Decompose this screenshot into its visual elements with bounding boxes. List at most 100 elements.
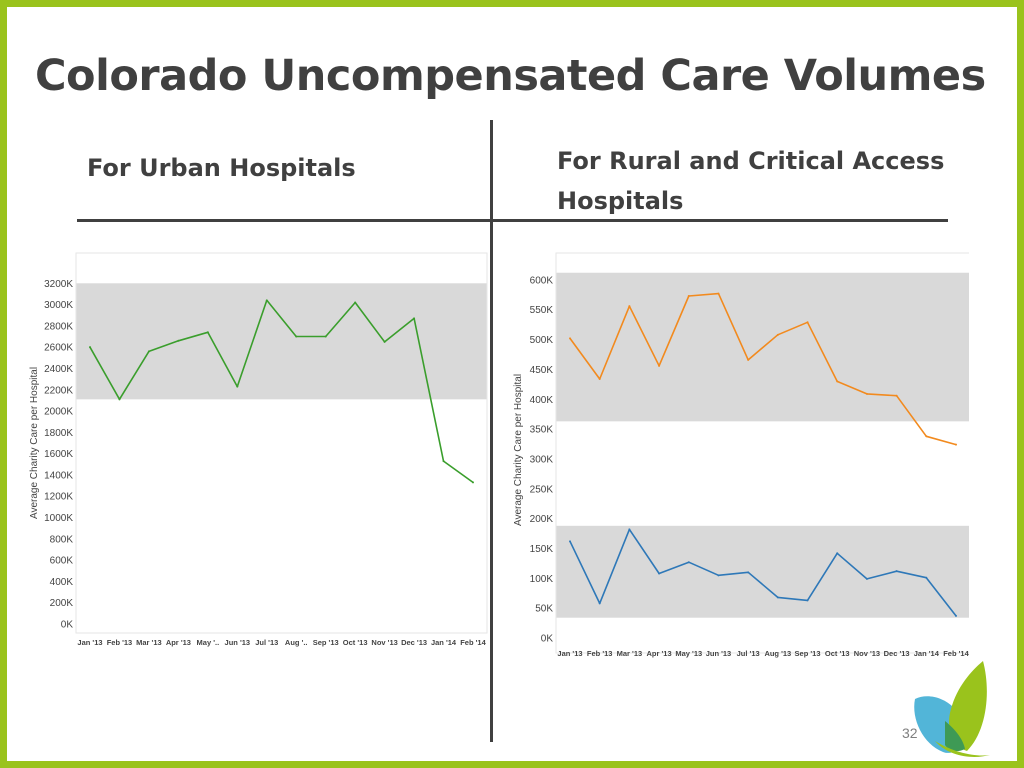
data-point — [806, 321, 809, 324]
x-tick-label: Jan '13 — [77, 638, 102, 647]
y-tick-label: 1800K — [44, 428, 73, 439]
data-point — [836, 552, 839, 555]
data-point — [687, 295, 690, 298]
x-tick-label: Jan '13 — [557, 649, 582, 658]
y-tick-label: 3200K — [44, 279, 73, 290]
x-tick-label: Sep '13 — [795, 649, 821, 658]
y-tick-label: 1200K — [44, 492, 73, 503]
x-tick-label: Nov '13 — [371, 638, 397, 647]
y-tick-label: 100K — [530, 574, 554, 585]
data-point — [955, 443, 957, 446]
x-tick-label: Oct '13 — [343, 638, 368, 647]
data-point — [925, 576, 928, 579]
reference-band — [76, 283, 487, 400]
y-tick-label: 1000K — [44, 513, 73, 524]
y-tick-label: 2400K — [44, 364, 73, 375]
y-tick-label: 1600K — [44, 449, 73, 460]
y-tick-label: 300K — [530, 454, 554, 465]
data-point — [776, 596, 779, 599]
series-line — [569, 528, 957, 617]
y-tick-label: 50K — [535, 604, 553, 615]
y-tick-label: 1400K — [44, 470, 73, 481]
y-tick-label: 200K — [50, 598, 74, 609]
data-point — [147, 350, 150, 353]
data-point — [206, 331, 209, 334]
data-point — [747, 571, 750, 574]
x-tick-label: Feb '13 — [587, 649, 613, 658]
y-tick-label: 2200K — [44, 385, 73, 396]
data-point — [472, 481, 474, 484]
y-tick-label: 400K — [50, 577, 74, 588]
data-point — [177, 339, 180, 342]
data-point — [658, 364, 661, 367]
x-tick-label: Jan '14 — [431, 638, 457, 647]
urban-heading: For Urban Hospitals — [87, 154, 356, 182]
x-tick-label: Jan '14 — [914, 649, 940, 658]
data-point — [836, 380, 839, 383]
x-tick-label: Dec '13 — [884, 649, 910, 658]
urban-chart: 0K 200K 400K 600K 800K 1000K 1200K 1400K 1600K 18… — [29, 252, 488, 647]
data-point — [865, 392, 868, 395]
vertical-divider — [490, 120, 493, 742]
data-point — [598, 377, 601, 380]
data-point — [569, 540, 571, 543]
series-line — [89, 299, 474, 484]
x-tick-label: Jun '13 — [225, 638, 251, 647]
x-tick-label: Oct '13 — [825, 649, 850, 658]
data-point — [442, 460, 445, 463]
x-tick-label: Apr '13 — [166, 638, 191, 647]
rural-heading: For Rural and Critical Access Hospitals — [557, 147, 945, 215]
x-tick-label: May '13 — [675, 649, 702, 658]
data-point — [747, 358, 750, 361]
x-tick-label: Feb '13 — [107, 638, 133, 647]
data-point — [354, 301, 357, 304]
data-point — [895, 570, 898, 573]
horizontal-divider — [77, 219, 948, 222]
x-tick-label: Aug '.. — [285, 638, 308, 647]
y-tick-label: 2600K — [44, 343, 73, 354]
data-point — [687, 561, 690, 564]
data-point — [925, 435, 928, 438]
y-axis-label: Average Charity Care per Hospital — [513, 374, 524, 526]
data-point — [806, 599, 809, 602]
data-point — [236, 385, 239, 388]
slide-title: Colorado Uncompensated Care Volumes — [35, 51, 986, 101]
data-point — [265, 299, 268, 302]
data-point — [89, 346, 91, 349]
x-tick-label: Jul '13 — [255, 638, 278, 647]
data-point — [955, 614, 957, 617]
data-point — [776, 333, 779, 336]
data-point — [413, 317, 416, 320]
y-tick-label: 550K — [530, 305, 554, 316]
y-tick-label: 2000K — [44, 407, 73, 418]
data-point — [865, 577, 868, 580]
data-point — [383, 340, 386, 343]
leaf-logo-icon — [914, 661, 990, 757]
data-point — [658, 572, 661, 575]
rural-chart: 0K 50K 100K 150K 200K 250K 300K 350K 400K 450K 500… — [513, 252, 969, 658]
data-point — [895, 394, 898, 397]
y-tick-label: 0K — [541, 634, 554, 645]
data-point — [295, 335, 298, 338]
data-point — [598, 602, 601, 605]
data-point — [628, 305, 631, 308]
y-axis-label: Average Charity Care per Hospital — [29, 367, 40, 519]
data-point — [717, 574, 720, 577]
data-point — [717, 292, 720, 295]
x-tick-label: Nov '13 — [854, 649, 880, 658]
data-point — [628, 528, 631, 531]
data-point — [118, 398, 121, 401]
y-tick-label: 200K — [530, 514, 554, 525]
data-point — [324, 335, 327, 338]
x-tick-label: Mar '13 — [617, 649, 643, 658]
x-tick-label: Dec '13 — [401, 638, 427, 647]
x-tick-label: May '.. — [197, 638, 220, 647]
y-tick-label: 600K — [50, 556, 74, 567]
y-tick-label: 350K — [530, 425, 554, 436]
page-number: 32 — [902, 725, 918, 741]
y-tick-label: 500K — [530, 335, 554, 346]
x-tick-label: Mar '13 — [136, 638, 162, 647]
x-tick-label: Aug '13 — [764, 649, 791, 658]
y-tick-label: 400K — [530, 395, 554, 406]
y-tick-label: 800K — [50, 534, 74, 545]
